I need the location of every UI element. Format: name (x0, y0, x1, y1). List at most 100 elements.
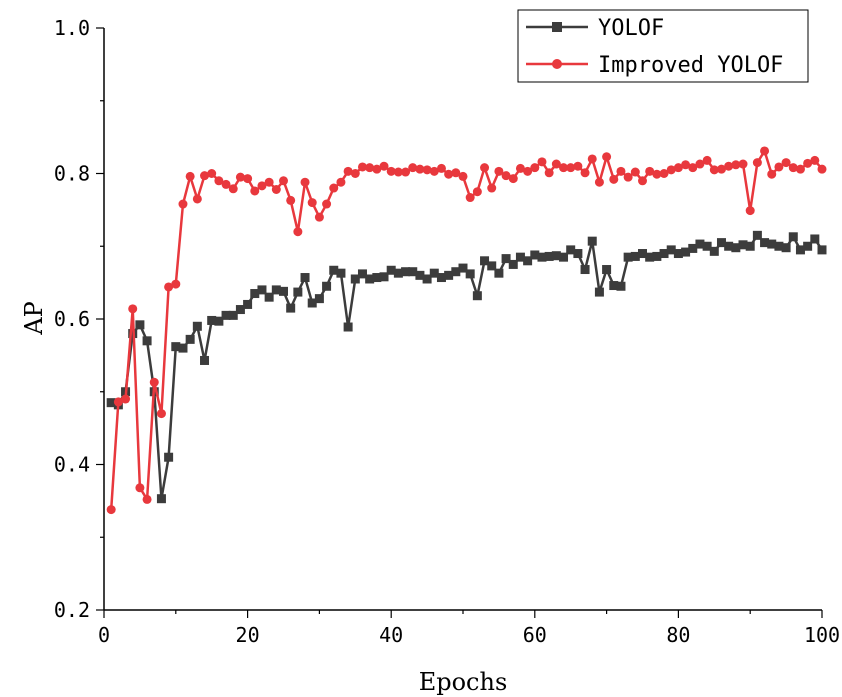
data-point (501, 171, 511, 181)
data-point (817, 245, 827, 255)
data-point (436, 163, 446, 173)
data-point (293, 227, 303, 237)
data-point (559, 163, 569, 173)
data-point (487, 261, 497, 271)
data-point (142, 336, 152, 346)
data-point (702, 241, 712, 251)
data-point (113, 397, 123, 407)
data-point (235, 172, 245, 182)
data-point (472, 187, 482, 197)
data-point (630, 167, 640, 177)
data-point (221, 179, 231, 189)
data-point (688, 163, 698, 173)
data-point (752, 158, 762, 168)
data-point (609, 174, 619, 184)
data-point (458, 171, 468, 181)
y-tick-label: 1.0 (54, 16, 90, 40)
x-axis-title: Epochs (419, 668, 508, 696)
data-point (645, 166, 655, 176)
data-point (803, 158, 813, 168)
data-point (307, 298, 317, 308)
data-point (530, 250, 540, 260)
data-point (810, 155, 820, 165)
data-point (422, 274, 432, 284)
data-point (200, 355, 210, 365)
data-point (135, 483, 145, 493)
data-point (508, 259, 518, 269)
y-tick-label: 0.4 (54, 453, 90, 477)
data-point (795, 245, 805, 255)
data-point (185, 171, 195, 181)
data-point (767, 169, 777, 179)
data-point (673, 163, 683, 173)
x-tick-label: 20 (236, 623, 260, 647)
data-point (487, 183, 497, 193)
data-point (523, 256, 533, 266)
data-point (451, 267, 461, 277)
data-point (566, 245, 576, 255)
x-tick-label: 0 (98, 623, 110, 647)
data-point (365, 274, 375, 284)
data-point (724, 241, 734, 251)
data-point (322, 199, 332, 209)
data-point (702, 155, 712, 165)
data-point (386, 265, 396, 275)
data-point (594, 177, 604, 187)
data-point (372, 273, 382, 283)
data-point (401, 167, 411, 177)
data-point (192, 194, 202, 204)
y-axis-title: AP (20, 301, 48, 335)
data-point (494, 268, 504, 278)
data-point (515, 163, 525, 173)
data-point (106, 505, 116, 515)
data-point (429, 166, 439, 176)
data-point (537, 157, 547, 167)
data-point (279, 176, 288, 186)
data-point (594, 287, 604, 297)
data-point (314, 294, 324, 304)
data-point (480, 256, 490, 266)
data-point (788, 163, 798, 173)
data-point (415, 164, 425, 174)
data-point (250, 186, 260, 196)
data-point (515, 252, 525, 262)
data-point (638, 249, 647, 259)
data-point (271, 185, 281, 195)
series-line (109, 149, 823, 510)
data-point (508, 174, 518, 184)
data-point (659, 249, 669, 259)
data-point (279, 286, 288, 296)
data-point (731, 243, 741, 253)
data-point (810, 234, 820, 244)
data-point (451, 168, 461, 178)
data-point (551, 159, 561, 169)
data-point (436, 273, 446, 283)
data-point (142, 494, 152, 504)
data-point (695, 159, 705, 169)
data-point (365, 163, 375, 173)
data-point (480, 163, 490, 173)
x-tick-label: 40 (379, 623, 403, 647)
data-point (760, 146, 770, 156)
data-point (250, 289, 260, 299)
legend-box (517, 9, 809, 83)
data-point (623, 252, 633, 262)
data-point (286, 303, 296, 313)
data-point (788, 232, 798, 242)
data-point (472, 291, 482, 301)
data-point (293, 287, 303, 297)
data-point (300, 177, 310, 187)
data-point (329, 183, 339, 193)
data-point (580, 265, 590, 275)
legend-marker-improved (552, 59, 562, 69)
data-point (386, 166, 396, 176)
series-yolof (106, 230, 827, 504)
data-point (408, 163, 418, 173)
data-point (336, 268, 346, 278)
data-point (343, 166, 353, 176)
data-point (709, 246, 719, 256)
data-point (716, 164, 726, 174)
data-point (716, 238, 726, 248)
data-point (652, 251, 662, 261)
